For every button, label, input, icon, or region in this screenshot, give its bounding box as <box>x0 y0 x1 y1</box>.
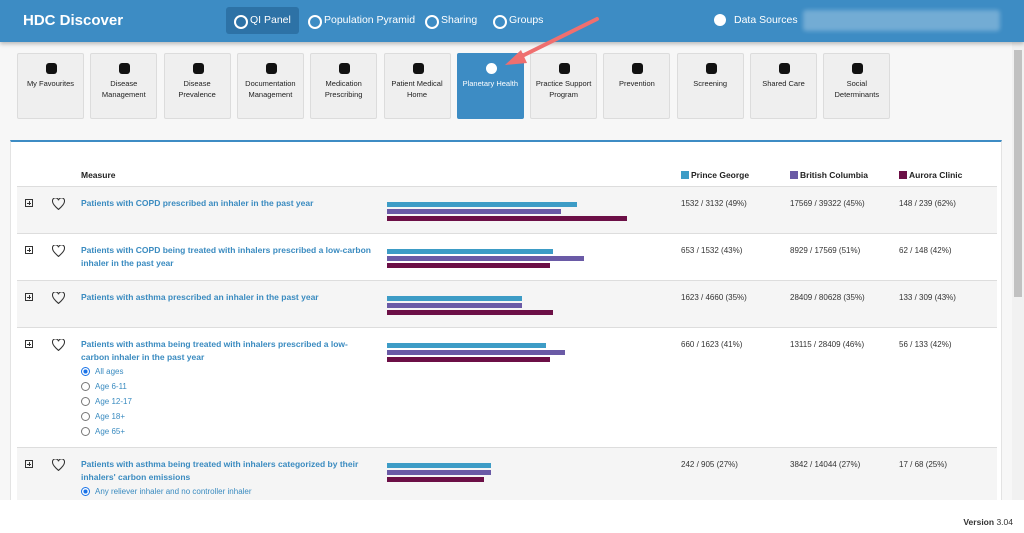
value-text: 3842 / 14044 (27%) <box>790 460 861 469</box>
favourite-button[interactable] <box>51 244 66 262</box>
category-tile[interactable]: Patient Medical Home <box>383 53 451 119</box>
bar <box>387 463 492 468</box>
data-sources[interactable]: Data Sources <box>714 7 798 34</box>
value-text: 242 / 905 (27%) <box>681 460 738 469</box>
bar <box>387 202 577 207</box>
user-info-blurred <box>803 10 1000 31</box>
bar <box>387 256 585 261</box>
value-text: 653 / 1532 (43%) <box>681 246 743 255</box>
series-name: British Columbia <box>800 170 869 180</box>
table-body: Patients with COPD prescribed an inhaler… <box>17 187 997 500</box>
category-tile[interactable]: My Favourites <box>17 53 84 119</box>
radio-option[interactable]: Age 12-17 <box>81 394 997 409</box>
value-text: 62 / 148 (42%) <box>899 246 952 255</box>
radio-option[interactable]: Age 6-11 <box>81 379 997 394</box>
measure-title[interactable]: Patients with asthma being treated with … <box>81 459 359 482</box>
legend-swatch <box>681 171 689 179</box>
nav-item[interactable]: Groups <box>485 7 551 34</box>
value-text: 17 / 68 (25%) <box>899 460 948 469</box>
bar <box>387 310 554 315</box>
radio-option[interactable]: Age 18+ <box>81 409 997 424</box>
category-tile[interactable]: Screening <box>676 53 744 119</box>
table-header: Measure Prince George British Columbia Aur… <box>17 162 997 187</box>
table-card: Measure Prince George British Columbia Aur… <box>10 140 1002 500</box>
bar <box>387 216 627 221</box>
scrollbar[interactable] <box>1012 42 1024 500</box>
bar <box>387 350 566 355</box>
nav-item[interactable]: QI Panel <box>226 7 299 34</box>
measure-row: Patients with COPD being treated with in… <box>17 234 997 281</box>
version-label: Version <box>963 517 995 527</box>
value-text: 133 / 309 (43%) <box>899 293 956 302</box>
value-text: 1623 / 4660 (35%) <box>681 293 747 302</box>
value-text: 8929 / 17569 (51%) <box>790 246 861 255</box>
favourite-button[interactable] <box>51 458 66 476</box>
measure-row: Patients with COPD prescribed an inhaler… <box>17 187 997 234</box>
value-text: 17569 / 39322 (45%) <box>790 199 865 208</box>
value-text: 28409 / 80628 (35%) <box>790 293 865 302</box>
bar <box>387 477 484 482</box>
measure-row: Patients with asthma prescribed an inhal… <box>17 281 997 328</box>
value-text: 56 / 133 (42%) <box>899 340 952 349</box>
nav-item[interactable]: Population Pyramid <box>300 7 423 34</box>
radio-option[interactable]: All ages <box>81 364 997 379</box>
measure-row: Patients with asthma being treated with … <box>17 328 997 448</box>
radio-option[interactable]: Any reliever inhaler and no controller i… <box>81 484 997 499</box>
category-tile[interactable]: Social Determinants <box>823 53 891 119</box>
measure-row: Patients with asthma being treated with … <box>17 448 997 500</box>
navbar: HDC Discover Data Sources QI Panel Popula… <box>0 0 1024 42</box>
scroll-thumb[interactable] <box>1014 50 1022 297</box>
favourite-button[interactable] <box>51 338 66 356</box>
favourite-button[interactable] <box>51 197 66 215</box>
value-text: 148 / 239 (62%) <box>899 199 956 208</box>
category-tile[interactable]: Documentation Management <box>236 53 304 119</box>
favourite-button[interactable] <box>51 291 66 309</box>
measure-title[interactable]: Patients with asthma prescribed an inhal… <box>81 292 319 302</box>
series-name: Prince George <box>691 170 750 180</box>
measure-title[interactable]: Patients with COPD prescribed an inhaler… <box>81 198 314 208</box>
bar <box>387 303 523 308</box>
expand-button[interactable] <box>25 340 33 348</box>
legend-swatch <box>899 171 907 179</box>
category-tile[interactable]: Shared Care <box>750 53 817 119</box>
measure-header: Measure <box>81 170 116 180</box>
category-tile[interactable]: Prevention <box>603 53 671 119</box>
value-text: 660 / 1623 (41%) <box>681 340 743 349</box>
footer: Version 3.04 <box>963 517 1013 527</box>
category-tile[interactable]: Medication Prescribing <box>310 53 378 119</box>
version-number: 3.04 <box>996 517 1013 527</box>
bar <box>387 470 492 475</box>
radio-option[interactable]: High-carbon reliever inhaler and high-ca… <box>81 499 997 500</box>
series-header: Prince George <box>681 170 749 180</box>
measure-title[interactable]: Patients with COPD being treated with in… <box>81 245 372 268</box>
expand-button[interactable] <box>25 293 33 301</box>
category-tile[interactable]: Disease Prevalence <box>163 53 231 119</box>
series-name: Aurora Clinic <box>909 170 963 180</box>
expand-button[interactable] <box>25 246 33 254</box>
series-header: British Columbia <box>790 170 868 180</box>
nav-item[interactable]: Sharing <box>417 7 485 34</box>
bar <box>387 209 562 214</box>
measure-title[interactable]: Patients with asthma being treated with … <box>81 339 348 362</box>
radio-option[interactable]: Age 65+ <box>81 424 997 439</box>
category-tile[interactable]: Disease Management <box>90 53 158 119</box>
value-text: 13115 / 28409 (46%) <box>790 340 865 349</box>
bar <box>387 357 550 362</box>
legend-swatch <box>790 171 798 179</box>
series-header: Aurora Clinic <box>899 170 962 180</box>
category-tile[interactable]: Practice Support Program <box>530 53 598 119</box>
bar <box>387 343 546 348</box>
expand-button[interactable] <box>25 460 33 468</box>
category-tile[interactable]: Planetary Health <box>456 53 524 119</box>
bar <box>387 263 550 268</box>
bar <box>387 249 554 254</box>
value-text: 1532 / 3132 (49%) <box>681 199 747 208</box>
expand-button[interactable] <box>25 199 33 207</box>
bar <box>387 296 523 301</box>
main: Measure Prince George British Columbia Aur… <box>0 42 1012 500</box>
brand[interactable]: HDC Discover <box>23 12 124 29</box>
